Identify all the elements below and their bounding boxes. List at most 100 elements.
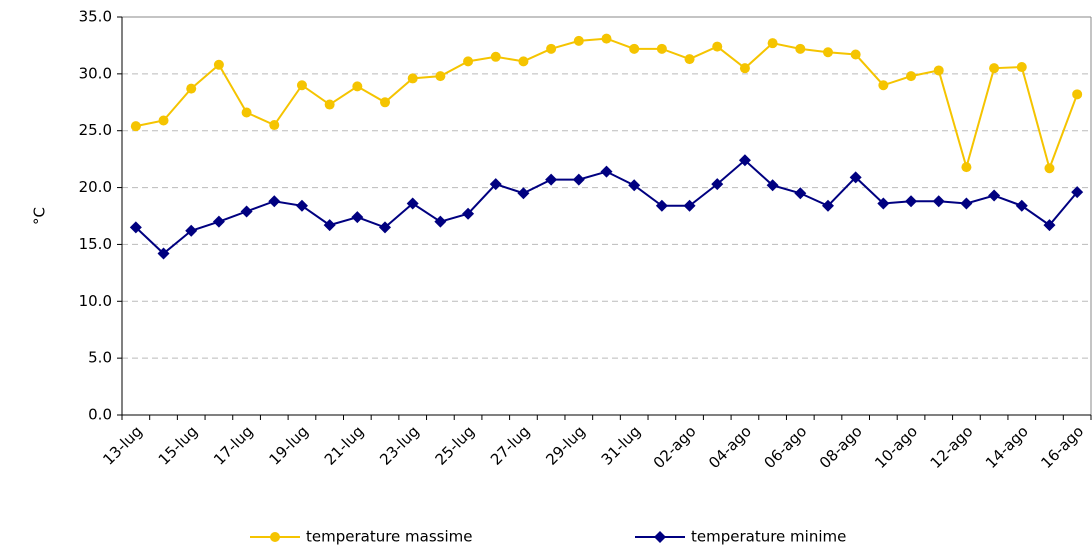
point (324, 99, 335, 110)
point (323, 219, 336, 232)
point (628, 179, 641, 192)
point (268, 195, 281, 208)
point (157, 247, 170, 260)
point (683, 199, 696, 212)
x-tick-label: 13-lug (99, 422, 145, 468)
point (295, 199, 308, 212)
x-tick-label: 08-ago (816, 422, 866, 472)
point (352, 81, 363, 92)
point (572, 173, 585, 186)
point (877, 197, 890, 210)
legend-marker (270, 532, 280, 542)
point (296, 80, 307, 91)
point (573, 35, 584, 46)
x-tick-label: 04-ago (705, 422, 755, 472)
point (1071, 186, 1084, 199)
point (878, 80, 889, 91)
point (961, 162, 972, 173)
x-tick-label: 21-lug (321, 422, 367, 468)
y-tick-label: 15.0 (79, 235, 112, 253)
y-tick-label: 25.0 (79, 121, 112, 139)
point (988, 189, 1001, 202)
y-axis-label: °C (31, 207, 49, 225)
point (932, 195, 945, 208)
point (960, 197, 973, 210)
point (656, 43, 667, 54)
point (406, 197, 419, 210)
x-tick-label: 15-lug (155, 422, 201, 468)
point (711, 178, 724, 191)
point (601, 33, 612, 44)
x-tick-label: 29-lug (542, 422, 588, 468)
point (850, 49, 861, 60)
x-tick-label: 02-ago (650, 422, 700, 472)
point (933, 65, 944, 76)
point (351, 211, 364, 224)
point (213, 59, 224, 70)
x-tick-label: 25-lug (432, 422, 478, 468)
y-tick-label: 35.0 (79, 8, 112, 26)
point (767, 38, 778, 49)
point (1072, 89, 1083, 100)
x-tick-label: 06-ago (761, 422, 811, 472)
point (989, 63, 1000, 74)
point (212, 215, 225, 228)
x-tick-label: 27-lug (487, 422, 533, 468)
point (1043, 219, 1056, 232)
point (655, 199, 668, 212)
y-tick-label: 20.0 (79, 178, 112, 196)
y-tick-label: 5.0 (88, 349, 112, 367)
point (129, 221, 142, 234)
point (906, 71, 917, 82)
y-tick-label: 30.0 (79, 64, 112, 82)
point (849, 171, 862, 184)
legend-marker (654, 531, 666, 543)
point (905, 195, 918, 208)
point (546, 43, 557, 54)
point (795, 43, 806, 54)
point (518, 56, 529, 67)
point (600, 165, 613, 178)
point (240, 205, 253, 218)
point (186, 83, 197, 94)
point (1016, 62, 1027, 73)
point (490, 51, 501, 62)
point (629, 43, 640, 54)
x-tick-label: 19-lug (266, 422, 312, 468)
point (434, 215, 447, 228)
point (766, 179, 779, 192)
x-tick-label: 17-lug (210, 422, 256, 468)
point (241, 107, 252, 118)
x-tick-label: 31-lug (598, 422, 644, 468)
point (185, 224, 198, 237)
point (379, 221, 392, 234)
x-tick-label: 12-ago (927, 422, 977, 472)
point (738, 154, 751, 167)
y-tick-label: 0.0 (88, 406, 112, 424)
point (462, 207, 475, 220)
point (822, 47, 833, 58)
y-tick-label: 10.0 (79, 292, 112, 310)
x-tick-label: 14-ago (982, 422, 1032, 472)
point (269, 120, 280, 131)
point (821, 199, 834, 212)
point (130, 121, 141, 132)
point (463, 56, 474, 67)
point (435, 71, 446, 82)
point (489, 178, 502, 191)
point (1044, 163, 1055, 174)
series-line (135, 37, 1079, 172)
point (158, 115, 169, 126)
point (712, 41, 723, 52)
x-tick-label: 23-lug (376, 422, 422, 468)
point (794, 187, 807, 200)
point (739, 63, 750, 74)
point (380, 97, 391, 108)
point (517, 187, 530, 200)
point (684, 54, 695, 65)
x-tick-label: 10-ago (871, 422, 921, 472)
point (1015, 199, 1028, 212)
legend-label: temperature minime (691, 528, 846, 546)
point (407, 73, 418, 84)
